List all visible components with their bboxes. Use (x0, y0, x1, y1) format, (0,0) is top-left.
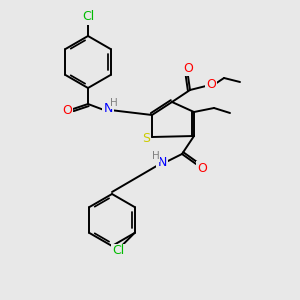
Text: H: H (152, 151, 160, 161)
Text: N: N (103, 103, 113, 116)
Text: O: O (206, 79, 216, 92)
Text: O: O (183, 61, 193, 74)
Text: S: S (142, 131, 150, 145)
Text: Cl: Cl (112, 244, 124, 257)
Text: H: H (110, 98, 118, 108)
Text: Cl: Cl (82, 11, 94, 23)
Text: O: O (197, 161, 207, 175)
Text: O: O (62, 103, 72, 116)
Text: N: N (157, 157, 167, 169)
